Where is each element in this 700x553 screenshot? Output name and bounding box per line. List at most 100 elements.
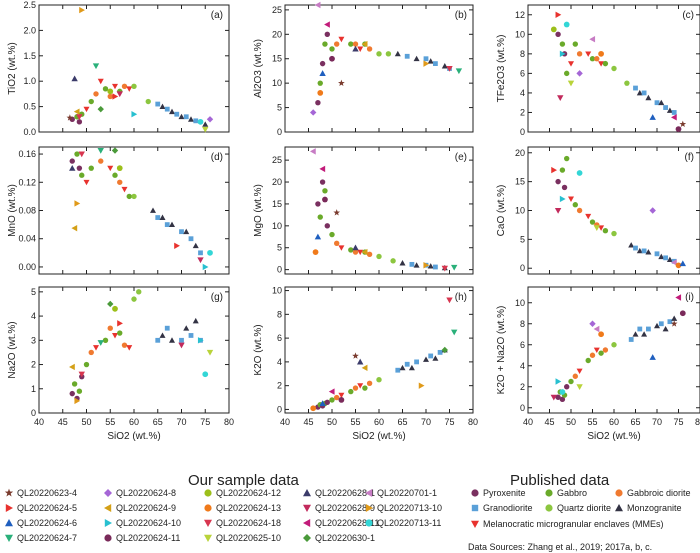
published-point bbox=[202, 121, 209, 127]
published-point bbox=[178, 113, 185, 120]
published-point bbox=[117, 179, 123, 185]
published-point bbox=[179, 229, 184, 235]
published-point bbox=[164, 325, 170, 331]
sample-point bbox=[671, 114, 677, 121]
panel-label: (a) bbox=[211, 10, 223, 21]
y-tick-label: 0.00 bbox=[18, 262, 36, 272]
legend-marker bbox=[104, 504, 112, 512]
published-point bbox=[390, 258, 396, 264]
published-point bbox=[88, 349, 94, 356]
published-point bbox=[632, 331, 639, 337]
sample-point bbox=[649, 207, 656, 214]
published-point bbox=[112, 172, 118, 178]
published-point bbox=[645, 249, 652, 255]
published-point bbox=[74, 151, 80, 157]
legend-item-own: QL20220628-1 bbox=[302, 488, 375, 498]
sample-point bbox=[446, 65, 453, 72]
published-point bbox=[145, 98, 151, 105]
legend-marker-shape bbox=[303, 519, 311, 527]
published-point bbox=[159, 103, 166, 109]
x-tick-label: 70 bbox=[421, 417, 431, 427]
sample-point bbox=[328, 388, 335, 395]
y-tick-label: 4 bbox=[31, 311, 36, 321]
y-axis-label: K2O (wt.%) bbox=[253, 324, 264, 375]
legend-item-published: Gabbroic diorite bbox=[614, 488, 691, 498]
published-point bbox=[555, 178, 561, 185]
published-point bbox=[385, 51, 392, 57]
sample-point bbox=[423, 60, 430, 67]
published-point bbox=[394, 50, 401, 57]
legend-item-own: QL20220624-12 bbox=[203, 488, 281, 498]
published-point bbox=[319, 179, 326, 185]
published-point bbox=[645, 94, 652, 101]
published-point bbox=[602, 228, 609, 234]
y-tick-label: 10 bbox=[272, 78, 282, 88]
legend-item-published: Gabbro bbox=[544, 488, 587, 498]
published-point bbox=[352, 249, 359, 255]
y-tick-label: 1 bbox=[31, 384, 36, 394]
sample-point bbox=[555, 11, 562, 18]
y-tick-label: 0.08 bbox=[18, 206, 36, 216]
sample-point bbox=[576, 170, 583, 176]
published-point bbox=[126, 193, 132, 200]
published-point bbox=[117, 330, 123, 336]
x-tick-label: 65 bbox=[630, 417, 640, 427]
plot-frame bbox=[527, 146, 700, 275]
published-point bbox=[93, 91, 99, 97]
sample-point bbox=[319, 165, 326, 173]
legend-label: QL20220624-8 bbox=[116, 488, 177, 498]
y-tick-label: 3 bbox=[31, 335, 36, 345]
published-point bbox=[69, 158, 75, 164]
legend-label: QL20220713-11 bbox=[377, 518, 442, 528]
published-point bbox=[83, 361, 90, 368]
published-point bbox=[79, 172, 85, 178]
published-point bbox=[169, 221, 175, 228]
legend-label: QL20220624-9 bbox=[116, 503, 177, 513]
published-point bbox=[155, 337, 161, 343]
published-point bbox=[352, 385, 359, 391]
published-point bbox=[602, 347, 609, 353]
sample-point bbox=[312, 249, 319, 255]
legend-label: QL20220623-4 bbox=[17, 488, 78, 498]
published-point bbox=[633, 245, 638, 251]
x-tick-label: 80 bbox=[468, 417, 478, 427]
legend-label: QL20220624-12 bbox=[216, 488, 282, 498]
legend-label: Monzogranite bbox=[627, 503, 682, 513]
y-tick-label: 2 bbox=[520, 382, 525, 392]
legend-marker-shape bbox=[365, 489, 373, 497]
sample-point bbox=[670, 320, 678, 327]
published-point bbox=[192, 242, 199, 249]
y-tick-label: 6 bbox=[520, 68, 525, 78]
published-point bbox=[334, 41, 340, 47]
x-tick-label: 60 bbox=[374, 417, 384, 427]
published-point bbox=[362, 385, 368, 391]
published-point bbox=[121, 83, 128, 89]
published-point bbox=[576, 368, 583, 374]
published-point bbox=[654, 251, 660, 257]
legend-label: QL20220628-9 bbox=[315, 503, 376, 513]
sample-point bbox=[107, 300, 114, 308]
sample-point bbox=[557, 95, 564, 102]
sample-point bbox=[576, 70, 583, 77]
sample-point bbox=[423, 262, 430, 269]
published-point bbox=[324, 31, 330, 38]
y-tick-label: 4 bbox=[520, 361, 525, 371]
panel-h: 40 45 50 55 60 65 70 75 80 0 2 4 6 8 10 (h) K2O (wt.%) Si… bbox=[253, 286, 478, 442]
legend-marker bbox=[5, 519, 13, 527]
published-point bbox=[334, 240, 340, 247]
x-tick-label: 50 bbox=[566, 417, 576, 427]
legend-item-own: QL20220625-10 bbox=[203, 533, 281, 543]
legend-label: Gabbroic diorite bbox=[627, 488, 691, 498]
legend-marker-shape bbox=[303, 504, 311, 512]
sample-point bbox=[116, 91, 123, 98]
sample-point bbox=[197, 337, 204, 344]
sample-point bbox=[66, 114, 74, 121]
published-point bbox=[102, 86, 109, 92]
legend-label: QL20220624-6 bbox=[17, 518, 78, 528]
sample-point bbox=[206, 116, 214, 123]
legend-label: QL20220628-11 bbox=[315, 518, 380, 528]
own-data-title: Our sample data bbox=[188, 472, 299, 489]
legend-item-own: QL20220624-10 bbox=[103, 518, 181, 528]
published-point bbox=[164, 106, 170, 112]
